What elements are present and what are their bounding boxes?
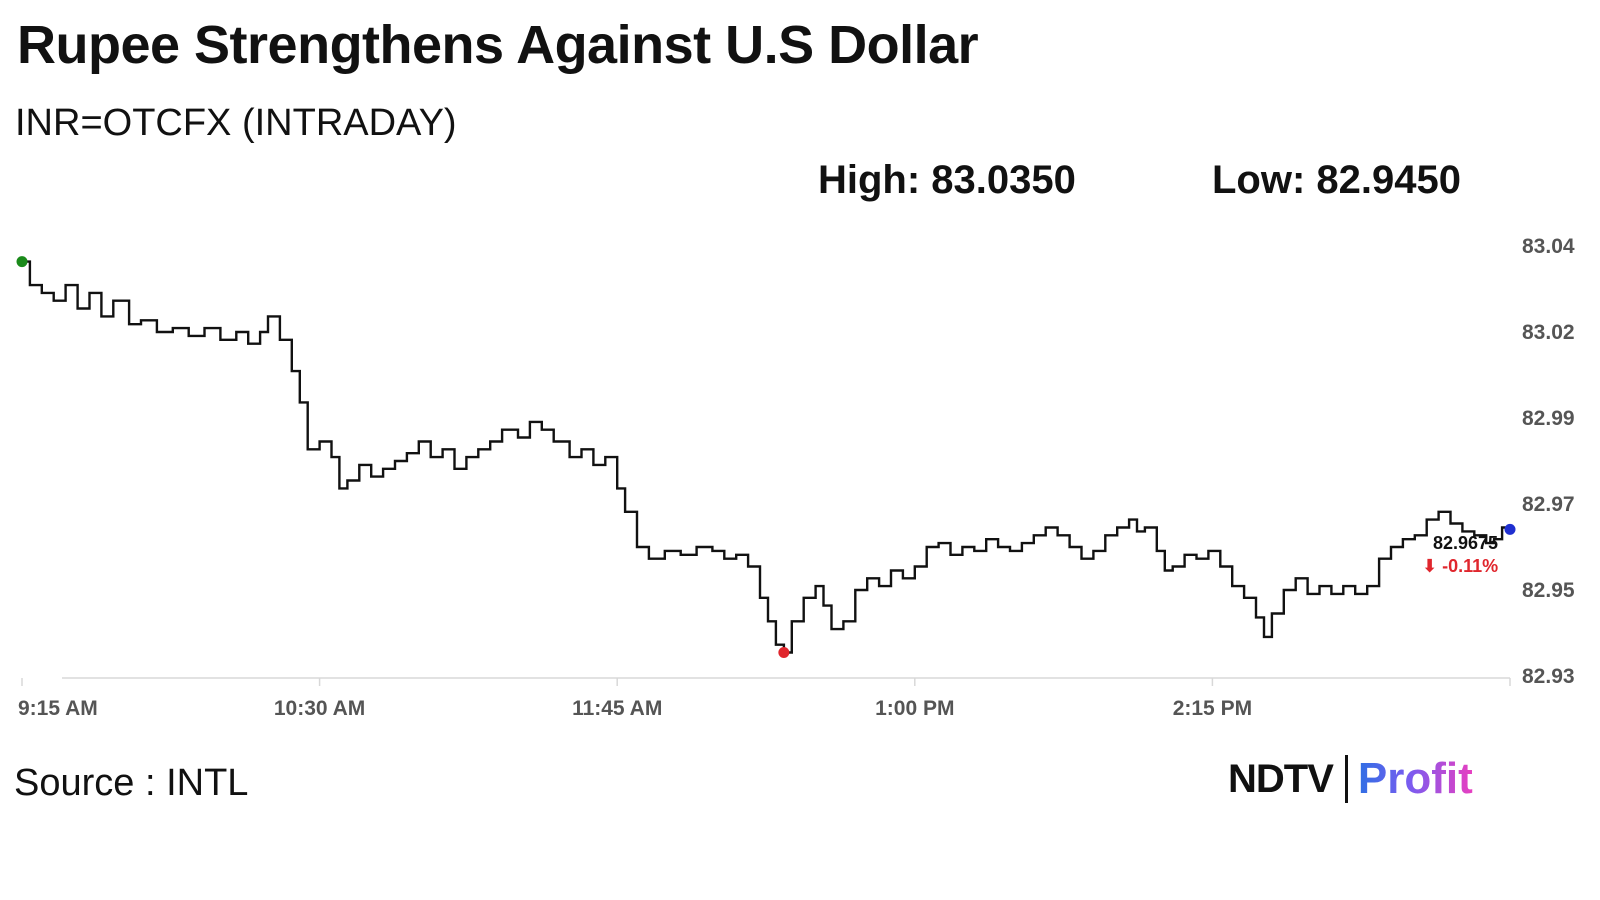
- brand-divider: [1344, 755, 1348, 803]
- y-tick-label: 82.95: [1522, 579, 1575, 602]
- y-tick-label: 82.99: [1522, 407, 1575, 430]
- y-tick-label: 83.02: [1522, 321, 1575, 344]
- markers: [16, 256, 1516, 659]
- y-axis: 83.04 83.02 82.99 82.97 82.95 82.93: [1522, 235, 1575, 688]
- x-tick-label: 2:15 PM: [1173, 697, 1252, 720]
- low-value: Low: 82.9450: [1212, 158, 1462, 202]
- last-point-marker: [1504, 523, 1516, 535]
- y-tick-label: 83.04: [1522, 235, 1575, 258]
- start-point-marker: [16, 256, 28, 268]
- brand-ndtv: NDTV: [1228, 756, 1334, 801]
- intraday-line-chart: 9:15 AM 10:30 AM 11:45 AM 1:00 PM 2:15 PM 83…: [16, 235, 1575, 720]
- last-value-label: 82.9675: [1433, 533, 1498, 553]
- source-label: Source : INTL: [14, 762, 249, 804]
- chart-title: Rupee Strengthens Against U.S Dollar: [17, 15, 979, 75]
- high-value: High: 83.0350: [818, 158, 1076, 202]
- ndtv-profit-logo: NDTV Profit: [1228, 754, 1473, 804]
- x-tick-label: 9:15 AM: [18, 697, 98, 720]
- y-tick-label: 82.97: [1522, 493, 1575, 516]
- x-tick-label: 10:30 AM: [274, 697, 365, 720]
- brand-profit: Profit: [1357, 754, 1473, 803]
- x-tick-label: 11:45 AM: [572, 697, 662, 720]
- x-tick-label: 1:00 PM: [875, 697, 954, 720]
- x-axis: 9:15 AM 10:30 AM 11:45 AM 1:00 PM 2:15 PM: [18, 678, 1511, 720]
- y-tick-label: 82.93: [1522, 665, 1575, 688]
- change-label: ⬇ -0.11%: [1422, 556, 1498, 576]
- series-line-inr: [22, 260, 1512, 654]
- chart-subtitle: INR=OTCFX (INTRADAY): [15, 102, 457, 144]
- low-point-marker: [778, 647, 790, 659]
